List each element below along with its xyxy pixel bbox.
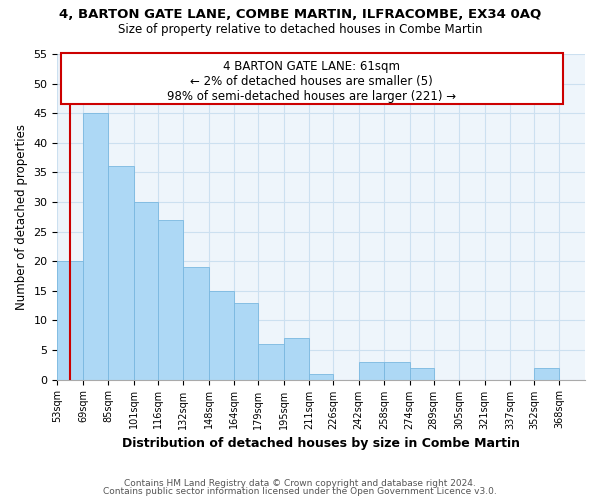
Bar xyxy=(284,338,309,380)
Bar xyxy=(209,291,235,380)
Bar xyxy=(258,344,284,380)
Bar xyxy=(58,261,83,380)
Y-axis label: Number of detached properties: Number of detached properties xyxy=(15,124,28,310)
Bar xyxy=(384,362,410,380)
Text: ← 2% of detached houses are smaller (5): ← 2% of detached houses are smaller (5) xyxy=(190,74,433,88)
Bar xyxy=(235,302,258,380)
Text: 98% of semi-detached houses are larger (221) →: 98% of semi-detached houses are larger (… xyxy=(167,90,456,102)
Text: Contains public sector information licensed under the Open Government Licence v3: Contains public sector information licen… xyxy=(103,487,497,496)
Bar xyxy=(410,368,434,380)
Bar xyxy=(158,220,184,380)
Text: 4, BARTON GATE LANE, COMBE MARTIN, ILFRACOMBE, EX34 0AQ: 4, BARTON GATE LANE, COMBE MARTIN, ILFRA… xyxy=(59,8,541,20)
Bar xyxy=(184,267,209,380)
Bar xyxy=(359,362,384,380)
Text: Size of property relative to detached houses in Combe Martin: Size of property relative to detached ho… xyxy=(118,22,482,36)
Bar xyxy=(109,166,134,380)
Bar xyxy=(83,113,109,380)
Bar xyxy=(134,202,158,380)
X-axis label: Distribution of detached houses by size in Combe Martin: Distribution of detached houses by size … xyxy=(122,437,520,450)
Bar xyxy=(534,368,559,380)
Bar xyxy=(309,374,333,380)
Text: Contains HM Land Registry data © Crown copyright and database right 2024.: Contains HM Land Registry data © Crown c… xyxy=(124,478,476,488)
FancyBboxPatch shape xyxy=(61,53,563,104)
Text: 4 BARTON GATE LANE: 61sqm: 4 BARTON GATE LANE: 61sqm xyxy=(223,60,400,73)
